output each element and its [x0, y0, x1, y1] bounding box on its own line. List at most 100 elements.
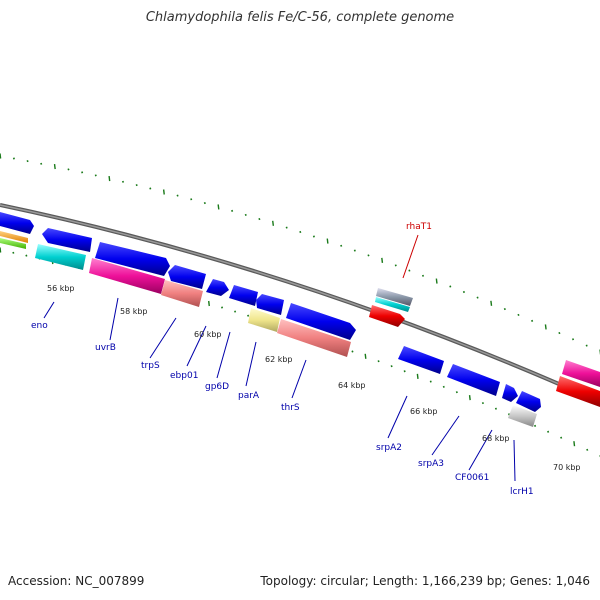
ring-tick — [449, 285, 452, 288]
ring-tick — [176, 194, 179, 197]
gene-feature[interactable] — [502, 384, 518, 402]
gene-feature[interactable] — [89, 258, 165, 294]
ring-tick — [0, 153, 2, 159]
ring-tick — [381, 257, 384, 263]
ring-tick — [258, 217, 261, 221]
ring-tick — [503, 307, 506, 311]
ring-tick — [217, 204, 220, 210]
leader-line — [291, 359, 307, 399]
gene-label-thrs[interactable]: thrS — [281, 403, 300, 413]
ring-tick — [571, 338, 575, 341]
ring-tick — [0, 247, 2, 253]
outer-tick-ring — [0, 153, 600, 355]
gene-feature[interactable] — [0, 212, 34, 234]
gene-feature[interactable] — [277, 319, 351, 357]
leader-line — [431, 415, 460, 456]
gene-feature[interactable] — [286, 303, 356, 340]
gene-feature[interactable] — [508, 405, 537, 427]
ring-tick — [203, 201, 206, 205]
ring-tick — [299, 230, 302, 234]
gene-label-rhat1[interactable]: rhaT1 — [406, 222, 432, 232]
ring-tick — [12, 251, 15, 254]
genome-summary-text: Topology: circular; Length: 1,166,239 bp… — [260, 574, 590, 588]
leader-line — [402, 234, 419, 279]
gene-feature[interactable] — [516, 391, 541, 412]
leader-line — [186, 325, 207, 367]
ring-tick — [162, 189, 165, 195]
gene-label-cf0061[interactable]: CF0061 — [455, 473, 489, 483]
gene-feature[interactable] — [447, 364, 500, 396]
ring-tick — [12, 157, 15, 160]
gene-feature[interactable] — [248, 308, 280, 332]
gene-label-ebp01[interactable]: ebp01 — [170, 371, 198, 381]
gene-feature[interactable] — [35, 244, 86, 270]
tick-label: 58 kbp — [120, 307, 148, 316]
ring-tick — [507, 413, 511, 416]
gene-feature[interactable] — [0, 231, 28, 243]
ring-tick — [455, 391, 458, 394]
gene-feature[interactable] — [376, 288, 413, 306]
ring-tick — [149, 187, 152, 190]
gene-feature[interactable] — [229, 285, 258, 306]
ring-tick — [585, 344, 588, 347]
ring-tick — [534, 424, 537, 427]
leader-line — [387, 395, 408, 439]
tick-label: 68 kbp — [482, 434, 510, 443]
gene-label-uvrb[interactable]: uvrB — [95, 343, 116, 353]
gene-feature[interactable] — [256, 294, 284, 315]
gene-feature[interactable] — [206, 279, 229, 296]
ring-tick — [94, 174, 97, 177]
ring-tick — [121, 180, 125, 183]
ring-tick — [494, 407, 498, 410]
ring-tick — [476, 296, 479, 299]
tick-label: 66 kbp — [410, 407, 438, 416]
gene-label-trps[interactable]: trpS — [141, 361, 160, 371]
genome-backbone — [0, 203, 600, 404]
ring-tick — [340, 244, 343, 247]
ring-tick — [481, 402, 484, 405]
leader-line — [468, 429, 493, 471]
ring-tick — [220, 306, 224, 309]
gene-label-gp6d[interactable]: gp6D — [205, 382, 229, 392]
accession-text: Accession: NC_007899 — [8, 574, 145, 588]
gene-label-para[interactable]: parA — [238, 391, 260, 401]
ring-tick — [573, 441, 576, 447]
tick-label: 64 kbp — [338, 381, 366, 390]
gene-feature[interactable] — [375, 297, 410, 312]
leader-line — [109, 297, 119, 341]
ring-tick — [547, 430, 550, 433]
gene-feature[interactable] — [42, 228, 92, 252]
ring-tick — [26, 160, 29, 163]
ring-tick — [53, 163, 56, 170]
gene-feature[interactable] — [168, 265, 206, 289]
leader-line — [245, 341, 257, 387]
ring-tick — [490, 300, 493, 306]
ring-tick — [394, 264, 397, 267]
gene-label-lcrh1[interactable]: lcrH1 — [510, 487, 534, 497]
ring-tick — [351, 350, 354, 353]
ring-tick — [442, 385, 445, 388]
gene-feature[interactable] — [0, 238, 26, 249]
ring-tick — [81, 171, 84, 174]
tick-label: 56 kbp — [47, 284, 75, 293]
ring-tick — [408, 269, 411, 272]
ring-tick — [377, 360, 380, 363]
ring-tick — [25, 254, 28, 257]
ring-tick — [312, 235, 315, 238]
gene-label-eno[interactable]: eno — [31, 321, 48, 331]
gene-label-srpa2[interactable]: srpA2 — [376, 443, 402, 453]
gene-label-srpa3[interactable]: srpA3 — [418, 459, 444, 469]
ring-tick — [364, 353, 367, 359]
gene-feature[interactable] — [369, 305, 405, 327]
map-title: Chlamydophila felis Fe/C-56, complete ge… — [145, 10, 455, 25]
gene-feature[interactable] — [398, 346, 444, 374]
ring-tick — [558, 331, 561, 335]
gene-feature[interactable] — [556, 376, 600, 407]
gene-feature[interactable] — [161, 280, 203, 307]
gene-feature[interactable] — [562, 360, 600, 387]
gene-feature[interactable] — [95, 242, 170, 276]
ring-tick — [190, 198, 193, 201]
leader-line — [43, 301, 55, 319]
leader-line — [216, 331, 231, 379]
gene-labels: eno uvrB trpS ebp01 gp6D parA thrS srpA2 srpA3 CF… — [31, 222, 534, 497]
